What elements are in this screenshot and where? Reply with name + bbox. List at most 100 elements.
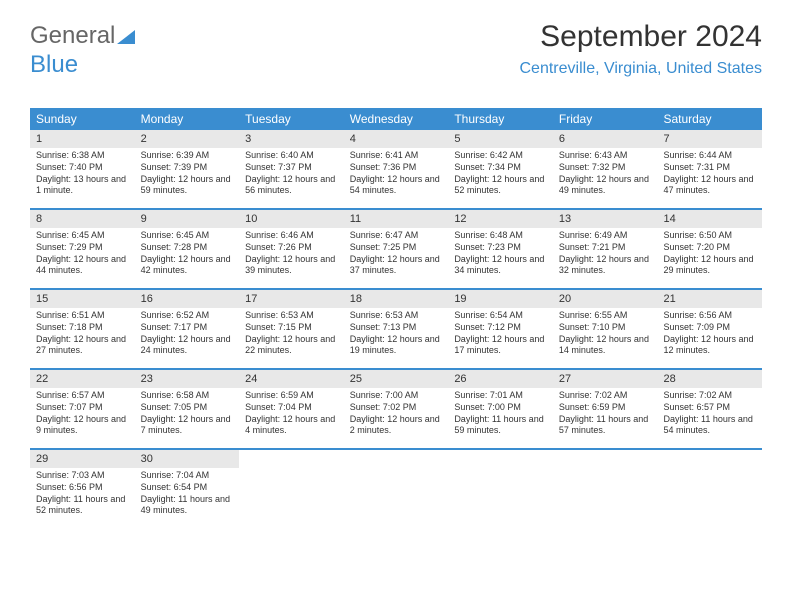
daylight-text: Daylight: 12 hours and 4 minutes. <box>245 414 338 437</box>
day-header-cell: Tuesday <box>239 108 344 130</box>
daylight-text: Daylight: 12 hours and 37 minutes. <box>350 254 443 277</box>
sunset-text: Sunset: 7:32 PM <box>559 162 652 174</box>
day-number: 22 <box>30 370 135 388</box>
daylight-text: Daylight: 12 hours and 34 minutes. <box>454 254 547 277</box>
daylight-text: Daylight: 12 hours and 2 minutes. <box>350 414 443 437</box>
day-cell: 18Sunrise: 6:53 AMSunset: 7:13 PMDayligh… <box>344 290 449 368</box>
day-cell: 20Sunrise: 6:55 AMSunset: 7:10 PMDayligh… <box>553 290 658 368</box>
day-number: 12 <box>448 210 553 228</box>
day-body: Sunrise: 6:54 AMSunset: 7:12 PMDaylight:… <box>448 308 553 361</box>
day-body: Sunrise: 6:51 AMSunset: 7:18 PMDaylight:… <box>30 308 135 361</box>
day-number: 30 <box>135 450 240 468</box>
sunrise-text: Sunrise: 6:50 AM <box>663 230 756 242</box>
sunset-text: Sunset: 7:00 PM <box>454 402 547 414</box>
day-cell: 25Sunrise: 7:00 AMSunset: 7:02 PMDayligh… <box>344 370 449 448</box>
day-cell: 26 Sunrise: 7:01 AMSunset: 7:00 PMDayligh… <box>448 370 553 448</box>
sunset-text: Sunset: 7:26 PM <box>245 242 338 254</box>
sunrise-text: Sunrise: 6:44 AM <box>663 150 756 162</box>
day-number: 8 <box>30 210 135 228</box>
sunrise-text: Sunrise: 7:02 AM <box>663 390 756 402</box>
day-number: 13 <box>553 210 658 228</box>
day-number: 21 <box>657 290 762 308</box>
daylight-text: Daylight: 12 hours and 19 minutes. <box>350 334 443 357</box>
day-cell <box>553 450 658 528</box>
week-row: 1Sunrise: 6:38 AMSunset: 7:40 PMDaylight… <box>30 130 762 210</box>
day-body: Sunrise: 6:45 AMSunset: 7:29 PMDaylight:… <box>30 228 135 281</box>
sunrise-text: Sunrise: 6:55 AM <box>559 310 652 322</box>
day-body: Sunrise: 6:38 AMSunset: 7:40 PMDaylight:… <box>30 148 135 201</box>
day-number: 26 <box>448 370 553 388</box>
sunset-text: Sunset: 7:37 PM <box>245 162 338 174</box>
sunrise-text: Sunrise: 6:48 AM <box>454 230 547 242</box>
day-body: Sunrise: 7:02 AMSunset: 6:59 PMDaylight:… <box>553 388 658 441</box>
day-number: 15 <box>30 290 135 308</box>
header: September 2024 Centreville, Virginia, Un… <box>520 20 763 78</box>
sunset-text: Sunset: 7:40 PM <box>36 162 129 174</box>
day-body: Sunrise: 6:49 AMSunset: 7:21 PMDaylight:… <box>553 228 658 281</box>
day-number: 2 <box>135 130 240 148</box>
day-body: Sunrise: 6:40 AMSunset: 7:37 PMDaylight:… <box>239 148 344 201</box>
sunset-text: Sunset: 6:59 PM <box>559 402 652 414</box>
day-number: 7 <box>657 130 762 148</box>
day-body: Sunrise: 6:50 AMSunset: 7:20 PMDaylight:… <box>657 228 762 281</box>
daylight-text: Daylight: 12 hours and 56 minutes. <box>245 174 338 197</box>
day-number: 28 <box>657 370 762 388</box>
sunrise-text: Sunrise: 6:53 AM <box>350 310 443 322</box>
daylight-text: Daylight: 11 hours and 59 minutes. <box>454 414 547 437</box>
sunset-text: Sunset: 7:07 PM <box>36 402 129 414</box>
day-header-cell: Saturday <box>657 108 762 130</box>
sunrise-text: Sunrise: 7:00 AM <box>350 390 443 402</box>
day-cell: 22Sunrise: 6:57 AMSunset: 7:07 PMDayligh… <box>30 370 135 448</box>
day-cell: 15Sunrise: 6:51 AMSunset: 7:18 PMDayligh… <box>30 290 135 368</box>
day-number: 6 <box>553 130 658 148</box>
daylight-text: Daylight: 12 hours and 29 minutes. <box>663 254 756 277</box>
day-body: Sunrise: 6:43 AMSunset: 7:32 PMDaylight:… <box>553 148 658 201</box>
daylight-text: Daylight: 11 hours and 52 minutes. <box>36 494 129 517</box>
day-cell: 21Sunrise: 6:56 AMSunset: 7:09 PMDayligh… <box>657 290 762 368</box>
daylight-text: Daylight: 12 hours and 9 minutes. <box>36 414 129 437</box>
day-number: 9 <box>135 210 240 228</box>
day-header-cell: Wednesday <box>344 108 449 130</box>
calendar: SundayMondayTuesdayWednesdayThursdayFrid… <box>30 108 762 528</box>
day-body: Sunrise: 6:53 AMSunset: 7:15 PMDaylight:… <box>239 308 344 361</box>
sunset-text: Sunset: 7:21 PM <box>559 242 652 254</box>
daylight-text: Daylight: 12 hours and 44 minutes. <box>36 254 129 277</box>
sunrise-text: Sunrise: 7:04 AM <box>141 470 234 482</box>
day-cell: 19Sunrise: 6:54 AMSunset: 7:12 PMDayligh… <box>448 290 553 368</box>
day-cell: 1Sunrise: 6:38 AMSunset: 7:40 PMDaylight… <box>30 130 135 208</box>
logo-text-1: General <box>30 22 115 49</box>
day-number: 29 <box>30 450 135 468</box>
sunrise-text: Sunrise: 6:43 AM <box>559 150 652 162</box>
sunset-text: Sunset: 7:18 PM <box>36 322 129 334</box>
sunrise-text: Sunrise: 6:39 AM <box>141 150 234 162</box>
sunset-text: Sunset: 6:56 PM <box>36 482 129 494</box>
sunrise-text: Sunrise: 7:02 AM <box>559 390 652 402</box>
daylight-text: Daylight: 12 hours and 54 minutes. <box>350 174 443 197</box>
sunrise-text: Sunrise: 7:01 AM <box>454 390 547 402</box>
sunset-text: Sunset: 6:54 PM <box>141 482 234 494</box>
daylight-text: Daylight: 12 hours and 42 minutes. <box>141 254 234 277</box>
sunrise-text: Sunrise: 6:41 AM <box>350 150 443 162</box>
sunset-text: Sunset: 7:34 PM <box>454 162 547 174</box>
day-number: 4 <box>344 130 449 148</box>
day-header-cell: Thursday <box>448 108 553 130</box>
daylight-text: Daylight: 12 hours and 52 minutes. <box>454 174 547 197</box>
day-cell: 9Sunrise: 6:45 AMSunset: 7:28 PMDaylight… <box>135 210 240 288</box>
daylight-text: Daylight: 12 hours and 14 minutes. <box>559 334 652 357</box>
day-number: 1 <box>30 130 135 148</box>
day-body: Sunrise: 6:52 AMSunset: 7:17 PMDaylight:… <box>135 308 240 361</box>
sunrise-text: Sunrise: 6:52 AM <box>141 310 234 322</box>
sunset-text: Sunset: 7:10 PM <box>559 322 652 334</box>
day-cell: 11Sunrise: 6:47 AMSunset: 7:25 PMDayligh… <box>344 210 449 288</box>
day-body: Sunrise: 7:03 AMSunset: 6:56 PMDaylight:… <box>30 468 135 521</box>
day-number: 14 <box>657 210 762 228</box>
day-cell: 7Sunrise: 6:44 AMSunset: 7:31 PMDaylight… <box>657 130 762 208</box>
month-title: September 2024 <box>520 20 763 54</box>
day-number: 24 <box>239 370 344 388</box>
day-cell: 3Sunrise: 6:40 AMSunset: 7:37 PMDaylight… <box>239 130 344 208</box>
sunset-text: Sunset: 7:28 PM <box>141 242 234 254</box>
sunrise-text: Sunrise: 6:40 AM <box>245 150 338 162</box>
daylight-text: Daylight: 13 hours and 1 minute. <box>36 174 129 197</box>
day-cell: 4Sunrise: 6:41 AMSunset: 7:36 PMDaylight… <box>344 130 449 208</box>
sunrise-text: Sunrise: 6:47 AM <box>350 230 443 242</box>
